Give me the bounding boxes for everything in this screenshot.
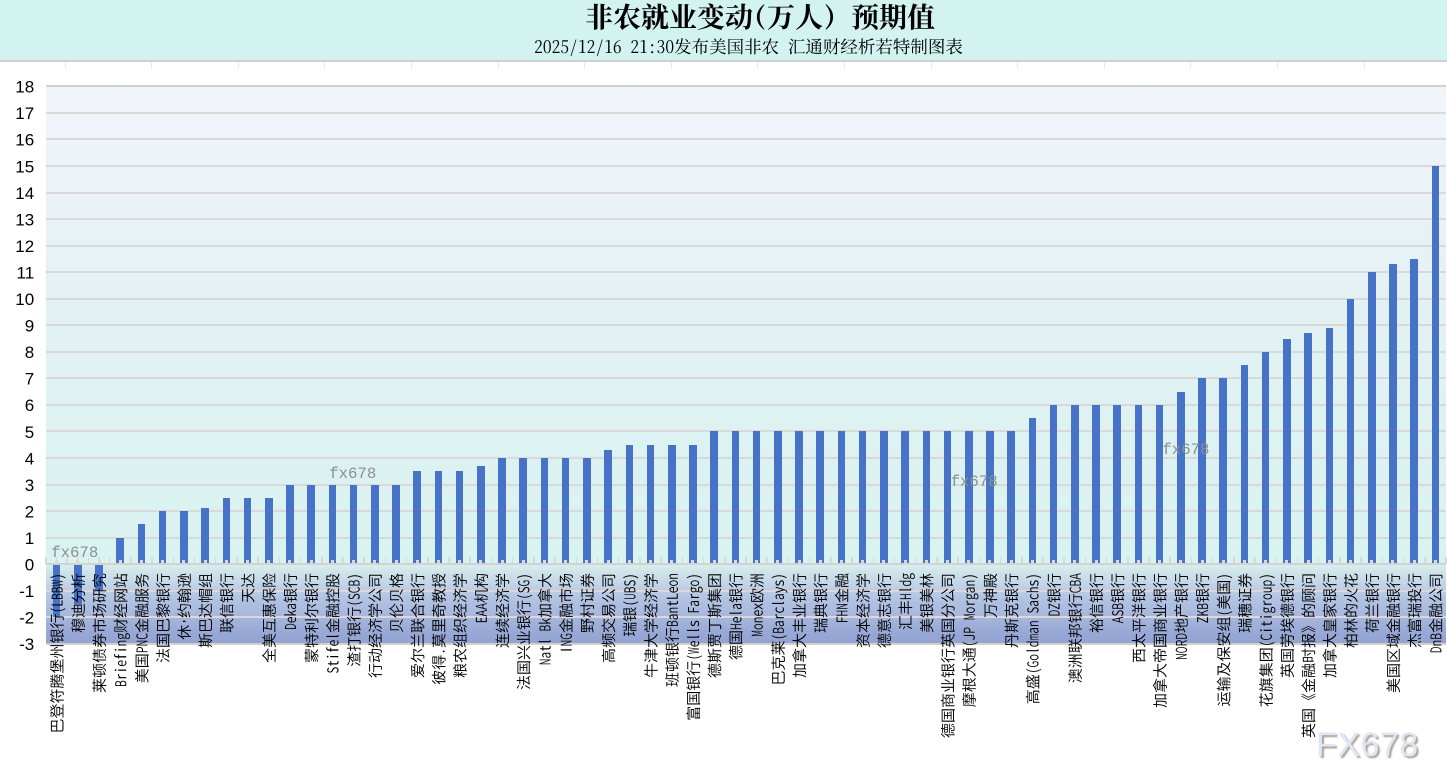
svg-text:7: 7 [25,370,34,389]
svg-text:12: 12 [15,237,34,256]
svg-text:11: 11 [17,264,35,283]
svg-text:4: 4 [25,449,34,468]
svg-text:14: 14 [15,184,34,203]
svg-text:13: 13 [15,210,34,229]
svg-text:8: 8 [25,343,34,362]
svg-text:-2: -2 [19,609,34,628]
svg-text:fx678: fx678 [1162,441,1209,459]
svg-text:fx678: fx678 [51,544,98,562]
svg-text:1: 1 [25,529,34,548]
svg-text:3: 3 [25,476,34,495]
svg-text:9: 9 [25,317,34,336]
svg-text:-1: -1 [19,582,34,601]
svg-text:16: 16 [15,131,34,150]
svg-text:15: 15 [15,157,34,176]
svg-text:18: 18 [15,78,34,97]
svg-text:-3: -3 [19,635,34,654]
svg-text:10: 10 [15,290,34,309]
svg-text:0: 0 [25,556,34,575]
svg-text:5: 5 [25,423,34,442]
svg-text:fx678: fx678 [951,473,998,491]
svg-text:fx678: fx678 [329,465,376,483]
svg-text:2: 2 [25,502,34,521]
svg-text:6: 6 [25,396,34,415]
svg-text:17: 17 [15,104,34,123]
